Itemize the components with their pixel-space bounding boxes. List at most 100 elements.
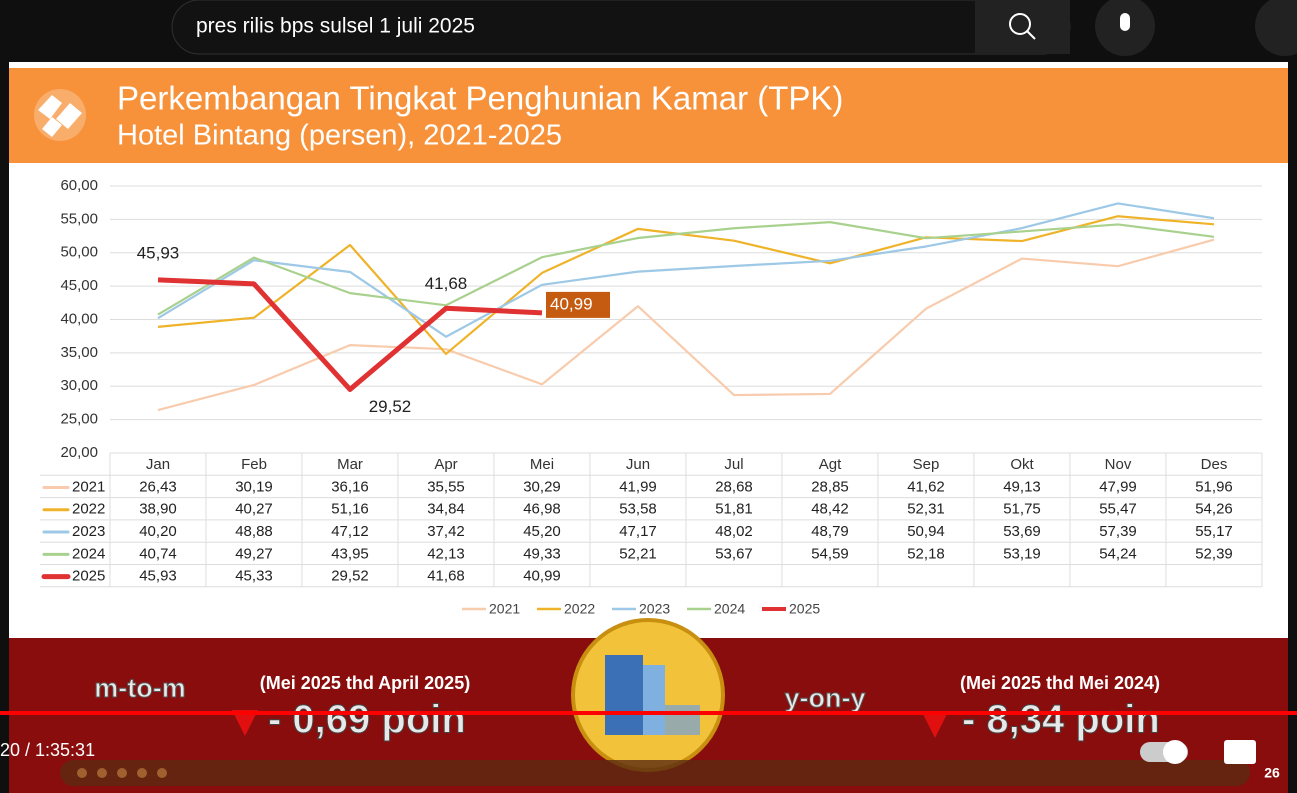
down-arrow (232, 710, 258, 736)
table-cell: 48,88 (235, 523, 273, 540)
table-cell: 54,26 (1195, 501, 1233, 518)
legend-label: 2024 (714, 601, 745, 617)
table-cell: 51,81 (715, 501, 753, 518)
yony-label: y-on-y (785, 683, 866, 713)
table-cell: 55,47 (1099, 501, 1137, 518)
title: Perkembangan Tingkat Penghunian Kamar (T… (117, 80, 843, 117)
x-tick-label: Feb (241, 456, 267, 473)
series-line (157, 202, 1215, 338)
subtitle: Hotel Bintang (persen), 2021-2025 (117, 120, 562, 152)
table-row-label: 2023 (72, 523, 105, 540)
table-cell: 49,13 (1003, 478, 1041, 495)
table-cell: 52,18 (907, 545, 945, 562)
table-cell: 51,96 (1195, 478, 1233, 495)
data-label: 41,68 (425, 274, 468, 293)
yony-period: (Mei 2025 thd Mei 2024) (960, 673, 1160, 693)
data-label: 29,52 (369, 397, 412, 416)
table-cell: 40,20 (139, 523, 177, 540)
search-icon (1009, 13, 1031, 35)
y-tick-label: 30,00 (60, 377, 98, 394)
table-cell: 43,95 (331, 545, 369, 562)
legend-label: 2023 (639, 601, 670, 617)
x-tick-label: Okt (1010, 456, 1034, 473)
x-tick-label: Nov (1105, 456, 1132, 473)
series-line (157, 221, 1215, 316)
table-cell: 52,31 (907, 501, 945, 518)
down-arrow (922, 712, 948, 738)
table-cell: 28,68 (715, 478, 753, 495)
mtom-label: m-to-m (94, 673, 185, 703)
chapter-bar (60, 760, 1250, 786)
label-box (546, 291, 610, 318)
x-tick-label: Mar (337, 456, 363, 473)
time-display: 20 / 1:35:31 (0, 740, 95, 760)
search-button[interactable] (975, 0, 1070, 54)
table-row-label: 2024 (72, 545, 105, 562)
series-line (157, 277, 543, 392)
autoplay-knob (1163, 740, 1187, 764)
table-cell: 45,20 (523, 523, 561, 540)
table-cell: 48,79 (811, 523, 849, 540)
table-cell: 53,67 (715, 545, 753, 562)
table-cell: 51,16 (331, 501, 369, 518)
table-cell: 49,27 (235, 545, 273, 562)
table-cell: 45,93 (139, 568, 177, 585)
table-cell: 52,39 (1195, 545, 1233, 562)
table-row-label: 2021 (72, 478, 105, 495)
mtom-value: - 0,69 poin (268, 698, 466, 742)
table-cell: 37,42 (427, 523, 465, 540)
series-line (157, 215, 1215, 356)
y-tick-label: 20,00 (60, 444, 98, 461)
y-tick-label: 50,00 (60, 244, 98, 261)
y-tick-label: 55,00 (60, 210, 98, 227)
table-cell: 53,19 (1003, 545, 1041, 562)
data-label: 45,93 (137, 243, 180, 262)
table-cell: 26,43 (139, 478, 177, 495)
table-cell: 54,24 (1099, 545, 1137, 562)
table-cell: 41,68 (427, 568, 465, 585)
y-tick-label: 45,00 (60, 277, 98, 294)
table-cell: 53,69 (1003, 523, 1041, 540)
mic-icon (1120, 13, 1130, 31)
table-cell: 52,21 (619, 545, 657, 562)
subtitles-button[interactable] (1224, 740, 1256, 764)
slide-number: 26 (1264, 765, 1280, 781)
x-tick-label: Jul (724, 456, 743, 473)
table-cell: 42,13 (427, 545, 465, 562)
yony-value: - 8,34 poin (962, 698, 1160, 742)
y-tick-label: 60,00 (60, 177, 98, 194)
table-cell: 47,17 (619, 523, 657, 540)
x-tick-label: Jun (626, 456, 650, 473)
table-cell: 40,99 (523, 568, 561, 585)
series-line (157, 238, 1215, 412)
table-cell: 47,12 (331, 523, 369, 540)
table-cell: 53,58 (619, 501, 657, 518)
table-cell: 40,74 (139, 545, 177, 562)
hotel-icon (605, 655, 700, 735)
table-cell: 47,99 (1099, 478, 1137, 495)
x-tick-label: Sep (913, 456, 940, 473)
table-cell: 35,55 (427, 478, 465, 495)
table-cell: 57,39 (1099, 523, 1137, 540)
slide-header (9, 68, 1288, 163)
table-cell: 48,42 (811, 501, 849, 518)
create-button[interactable] (1255, 0, 1297, 56)
y-tick-label: 25,00 (60, 411, 98, 428)
search-query: pres rilis bps sulsel 1 juli 2025 (196, 15, 475, 38)
table-cell: 41,99 (619, 478, 657, 495)
table-cell: 36,16 (331, 478, 369, 495)
bps-logo (34, 89, 86, 141)
progress-bar[interactable] (0, 711, 1297, 715)
table-cell: 49,33 (523, 545, 561, 562)
y-tick-label: 40,00 (60, 310, 98, 327)
table-cell: 30,29 (523, 478, 561, 495)
table-cell: 45,33 (235, 568, 273, 585)
table-cell: 38,90 (139, 501, 177, 518)
table-row-label: 2022 (72, 501, 105, 518)
search-icon (1026, 30, 1036, 40)
x-tick-label: Apr (434, 456, 457, 473)
legend-label: 2025 (789, 601, 820, 617)
legend-label: 2022 (564, 601, 595, 617)
table-cell: 46,98 (523, 501, 561, 518)
